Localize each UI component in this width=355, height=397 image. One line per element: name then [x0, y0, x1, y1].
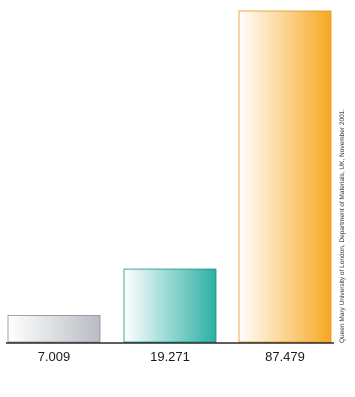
bar-2: [123, 268, 217, 343]
bar-1: [7, 315, 101, 343]
bar-value-label-3: 87.479: [265, 349, 305, 364]
bar-value-label-1: 7.009: [38, 349, 71, 364]
bar-3: [238, 10, 332, 343]
bar-value-label-2: 19.271: [150, 349, 190, 364]
source-note: Queen Mary University of London, Departm…: [339, 109, 346, 343]
value-labels-layer: 7.009 19.271 87.479: [38, 349, 305, 364]
bars-layer: [7, 10, 332, 343]
